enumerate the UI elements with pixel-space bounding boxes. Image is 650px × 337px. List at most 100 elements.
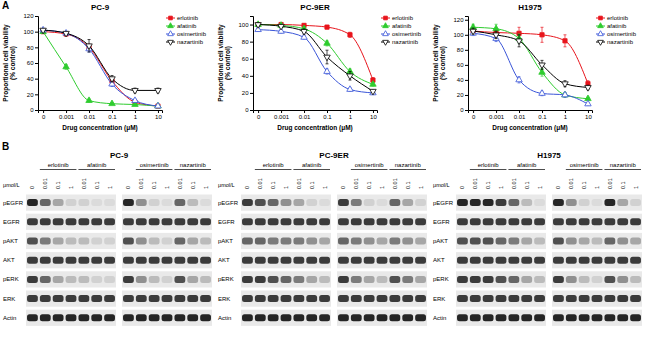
drug-underline — [351, 169, 388, 170]
band — [630, 314, 641, 321]
band — [174, 238, 185, 245]
membrane — [241, 252, 331, 268]
band — [255, 257, 266, 264]
tick-label: 0.001 — [489, 114, 505, 120]
tick-mark — [66, 110, 67, 113]
axis-line — [469, 111, 593, 114]
band — [53, 314, 64, 321]
tick-mark — [35, 63, 38, 64]
band — [242, 314, 253, 321]
tick-label: 0.01 — [84, 114, 96, 120]
tick: 1 — [564, 110, 568, 120]
legend-symbol — [168, 23, 174, 28]
membrane — [26, 310, 116, 326]
band — [268, 314, 279, 321]
legend-symbol — [599, 16, 603, 20]
row-label: pEGFR — [433, 200, 454, 206]
band — [553, 314, 564, 321]
band — [149, 276, 160, 283]
tick-label: 10 — [370, 114, 377, 120]
blot-panel: PC-9μmol/LpEGFREGFRpAKTAKTpERKERKActiner… — [3, 151, 212, 326]
band — [268, 199, 279, 206]
tick-label: 60 — [457, 62, 464, 68]
tick-label: 60 — [242, 56, 249, 62]
legend-label: nazartinib — [177, 39, 204, 45]
band — [579, 218, 590, 225]
drug-underline — [255, 169, 292, 170]
series-line — [258, 30, 373, 93]
band — [268, 257, 279, 264]
band — [66, 238, 77, 245]
band — [281, 218, 292, 225]
tick: 0.001 — [489, 110, 505, 120]
tick-label: 0.001 — [59, 114, 75, 120]
band — [136, 257, 147, 264]
band — [293, 199, 304, 206]
marker — [109, 77, 115, 83]
legend-label: osimertinib — [177, 31, 207, 37]
row-label: EGFR — [433, 219, 450, 225]
tick: 20 — [242, 90, 253, 96]
tick: 40 — [457, 77, 468, 83]
band — [592, 199, 603, 206]
membrane — [122, 271, 212, 287]
x-axis: 00.0010.010.1110 — [469, 110, 593, 120]
band — [53, 238, 64, 245]
marker — [585, 86, 591, 92]
tick-label: 0 — [30, 107, 34, 113]
membrane — [552, 271, 642, 287]
band — [592, 218, 603, 225]
tick-label: 10 — [585, 114, 592, 120]
unit-label: μmol/L — [3, 182, 20, 188]
band — [553, 257, 564, 264]
band — [457, 295, 468, 302]
x-axis: 00.0010.010.1110 — [254, 110, 378, 120]
membrane — [552, 233, 642, 249]
band — [104, 238, 115, 245]
x-axis: 00.0010.010.1110 — [39, 110, 163, 120]
band — [255, 314, 266, 321]
band — [242, 199, 253, 206]
lane-label: 0.1 — [581, 181, 587, 189]
legend-label: erlotinib — [607, 15, 629, 21]
blot-panel: PC-9ERμmol/LpEGFREGFRpAKTAKTpERKERKActin… — [218, 151, 427, 326]
row-label: AKT — [433, 257, 445, 263]
plot-area — [255, 21, 376, 95]
band — [104, 199, 115, 206]
band — [255, 295, 266, 302]
row-label: pERK — [433, 276, 449, 282]
band — [268, 295, 279, 302]
drug-label: afatinib — [87, 162, 107, 168]
lane-label: 0.1 — [55, 181, 61, 189]
band — [508, 314, 519, 321]
band — [255, 218, 266, 225]
tick-mark — [588, 110, 589, 113]
band — [592, 276, 603, 283]
band — [470, 295, 481, 302]
band — [66, 218, 77, 225]
marker — [493, 33, 499, 39]
band — [457, 218, 468, 225]
lane-label: 0.01 — [257, 178, 263, 189]
band — [566, 218, 577, 225]
band — [66, 276, 77, 283]
marker — [324, 68, 330, 74]
band — [338, 314, 349, 321]
legend-label: nazartinib — [392, 39, 419, 45]
band — [377, 257, 388, 264]
tick-mark — [473, 110, 474, 113]
band — [483, 199, 494, 206]
band — [496, 218, 507, 225]
lane-label: 0.01 — [296, 178, 302, 189]
tick-label: 80 — [457, 47, 464, 53]
drug-label: erlotinib — [478, 162, 500, 168]
series-line — [43, 32, 158, 106]
band — [149, 257, 160, 264]
marker — [347, 74, 353, 80]
tick-mark — [35, 16, 38, 17]
band — [457, 314, 468, 321]
band — [377, 199, 388, 206]
marker — [562, 91, 568, 97]
band — [27, 276, 38, 283]
tick-label: 120 — [23, 13, 34, 19]
